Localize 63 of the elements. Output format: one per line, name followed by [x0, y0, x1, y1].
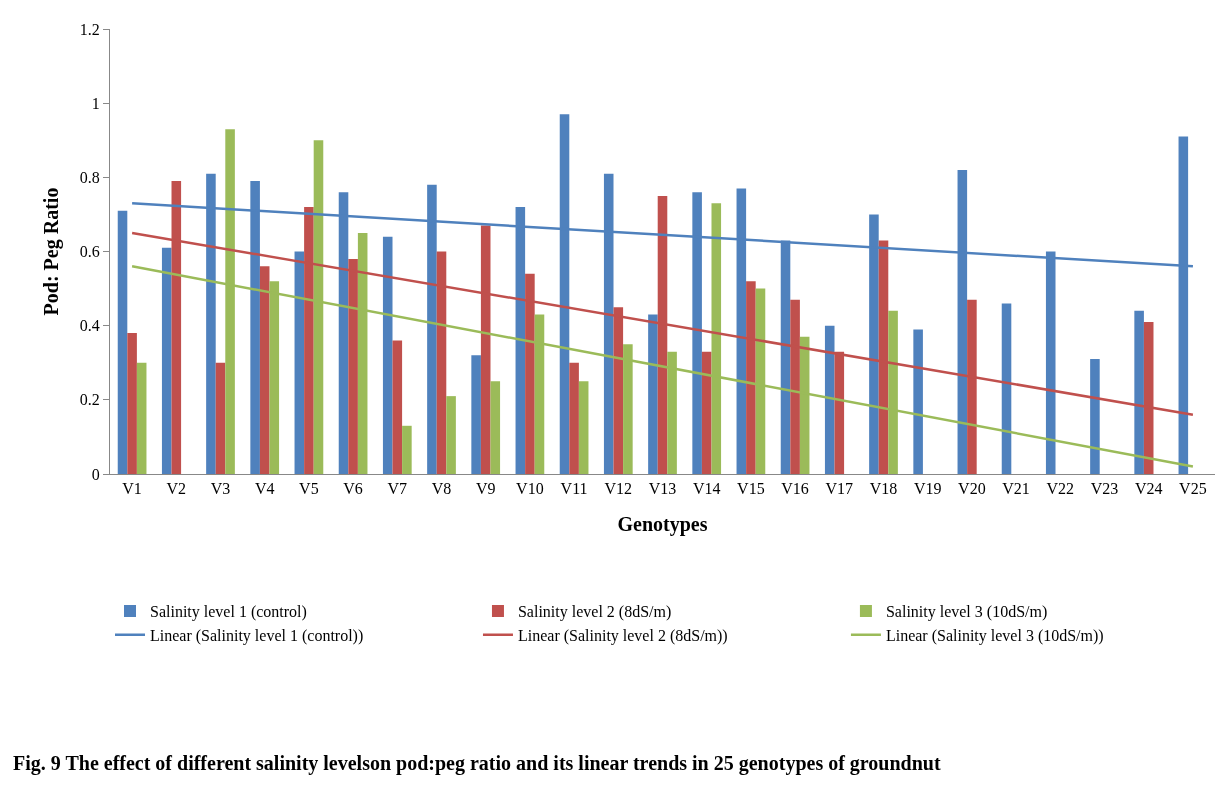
caption: Fig. 9 The effect of different salinity levelson pod:peg ratio and its linear trends in 25 genotypes of groundnut	[13, 752, 941, 775]
x-tick-label: V11	[560, 480, 588, 498]
x-tick-label: V17	[825, 480, 854, 498]
bar	[913, 329, 923, 474]
x-tick-label: V10	[516, 480, 544, 498]
bar	[117, 210, 128, 474]
x-tick-label: V19	[913, 480, 942, 498]
y-tick-label: 1	[91, 94, 100, 112]
y-axis-title: Pod: Peg Ratio	[40, 187, 64, 316]
bar	[446, 396, 456, 474]
bar	[392, 340, 403, 474]
y-tick-label: 1.2	[79, 20, 100, 38]
x-tick-label: V16	[781, 480, 809, 498]
legend-label: Linear (Salinity level 3 (10dS/m))	[885, 627, 1104, 646]
x-tick-label: V25	[1179, 480, 1207, 498]
x-tick-label: V24	[1134, 480, 1163, 498]
legend-label: Linear (Salinity level 1 (control))	[150, 627, 364, 646]
bar	[490, 381, 501, 474]
x-axis-title: Genotypes	[617, 512, 708, 536]
x-tick-label: V20	[958, 480, 986, 498]
bar	[294, 251, 305, 474]
y-tick-label: 0.2	[79, 391, 100, 409]
bar	[569, 362, 579, 474]
bar	[824, 325, 835, 474]
x-tick-label: V22	[1046, 480, 1075, 498]
x-tick-label: V2	[166, 480, 187, 498]
x-tick-label: V18	[869, 480, 898, 498]
x-tick-label: V15	[737, 480, 765, 498]
bar	[1001, 303, 1012, 474]
legend-label: Salinity level 3 (10dS/m)	[885, 603, 1048, 622]
x-tick-label: V9	[475, 480, 496, 498]
y-tick-label: 0.8	[79, 168, 100, 186]
bar	[161, 247, 172, 474]
x-tick-label: V3	[210, 480, 231, 498]
bar	[1134, 310, 1144, 474]
legend-label: Salinity level 2 (8dS/m)	[517, 603, 672, 622]
bar	[259, 266, 270, 474]
x-tick-label: V13	[648, 480, 677, 498]
x-tick-label: V23	[1090, 480, 1119, 498]
y-tick-label: 0.4	[79, 317, 100, 335]
x-tick-label: V8	[431, 480, 452, 498]
bar	[471, 355, 481, 474]
y-tick-label: 0	[91, 465, 100, 483]
x-tick-label: V7	[387, 480, 408, 498]
bar	[701, 351, 712, 474]
bar	[382, 236, 393, 474]
bar	[136, 362, 147, 474]
legend-label: Linear (Salinity level 2 (8dS/m))	[517, 627, 728, 646]
x-tick-label: V4	[254, 480, 275, 498]
bar	[648, 314, 658, 474]
bar	[127, 333, 137, 474]
x-tick-label: V12	[604, 480, 633, 498]
bar	[215, 362, 226, 474]
x-tick-label: V1	[122, 480, 142, 498]
x-tick-label: V14	[692, 480, 721, 498]
x-tick-label: V5	[299, 480, 319, 498]
y-tick-label: 0.6	[79, 243, 100, 261]
bar	[578, 381, 589, 474]
bar	[402, 425, 412, 474]
x-tick-label: V6	[343, 480, 363, 498]
x-tick-label: V21	[1002, 480, 1030, 498]
bar	[1090, 359, 1100, 474]
legend-label: Salinity level 1 (control)	[150, 603, 307, 622]
